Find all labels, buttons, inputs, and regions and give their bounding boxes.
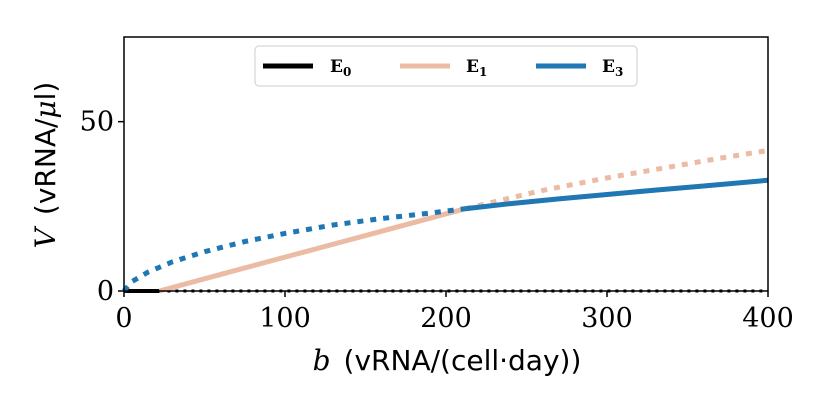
x-tick-label: 400 [742,303,794,334]
series-line-e1-unstable [464,147,769,212]
x-axis-label: b (vRNA/(cell·day)) [313,344,582,377]
series-line-e3-stable [465,177,769,212]
legend-label-e1: E1 [466,57,487,79]
y-tick-label: 50 [80,107,114,138]
ticks-layer: 0 100 200 300 400 0 50 [80,107,794,334]
x-axis-unit: (vRNA/(cell·day)) [344,344,582,377]
legend-label-e0: E0 [330,57,351,79]
y-axis-mu: μ [29,100,62,118]
series-line-e3-unstable [122,206,466,293]
series-line-e1-stable [158,206,466,294]
y-axis-unit: (vRNA/ [29,118,62,215]
x-axis-var: b [313,344,331,377]
y-axis-unit-end: l) [29,82,62,101]
legend: E0 E1 E3 [254,45,638,87]
x-tick-label: 0 [115,303,132,334]
legend-label-e3: E3 [602,57,623,79]
y-axis-var: V [29,225,62,248]
x-tick-label: 300 [581,303,633,334]
x-tick-label: 200 [420,303,472,334]
series-layer [122,147,769,294]
y-tick-label: 0 [97,276,114,307]
y-axis-label: V (vRNA/μl) [29,82,62,249]
x-tick-label: 100 [259,303,311,334]
